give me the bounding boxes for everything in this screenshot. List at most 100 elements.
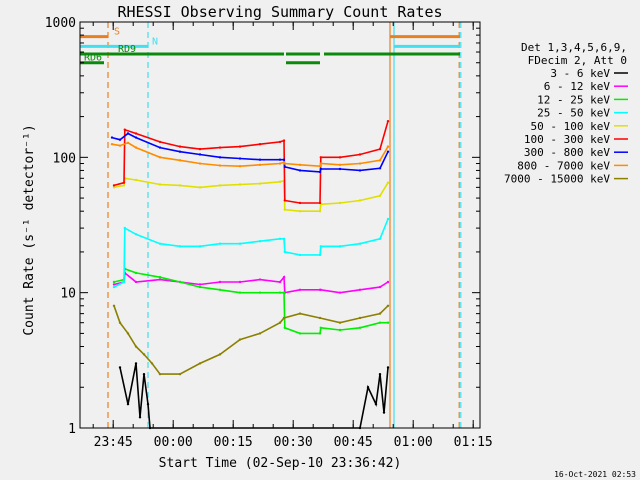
data-point <box>282 158 286 161</box>
series-line <box>111 141 389 168</box>
data-point <box>338 201 342 205</box>
legend-entry-label: 6 - 12 keV <box>544 80 611 93</box>
data-point <box>198 153 202 156</box>
data-point <box>318 201 322 205</box>
data-point <box>258 143 262 146</box>
data-point <box>218 288 222 291</box>
data-point <box>358 162 362 165</box>
legend-header: Det 1,3,4,5,6,9, <box>521 41 627 54</box>
data-point <box>298 209 302 213</box>
data-point <box>319 288 322 291</box>
data-point <box>123 128 127 131</box>
data-point <box>112 285 116 289</box>
plot-frame <box>79 21 481 429</box>
x-tick-label: 00:30 <box>274 435 313 450</box>
data-point <box>319 167 322 171</box>
data-point <box>158 140 162 144</box>
data-point <box>158 372 162 376</box>
data-point <box>198 283 202 286</box>
data-point <box>318 253 322 257</box>
legend-entry-label: 7000 - 15000 keV <box>504 173 610 186</box>
data-point <box>112 280 116 284</box>
data-point <box>134 136 138 139</box>
data-point <box>358 326 362 330</box>
data-point <box>258 158 262 161</box>
data-point <box>386 145 390 148</box>
data-point <box>378 285 382 289</box>
data-point <box>282 316 286 320</box>
chart-title: RHESSI Observing Summary Count Rates <box>117 3 442 21</box>
data-point <box>278 321 282 324</box>
data-point <box>126 132 130 135</box>
data-point <box>112 186 116 189</box>
series-line <box>113 218 389 288</box>
data-point <box>386 181 390 184</box>
data-point <box>358 316 362 320</box>
data-point <box>122 280 126 284</box>
x-tick-label: 00:45 <box>334 435 373 450</box>
data-point <box>278 280 282 284</box>
timestamp: 16-Oct-2021 02:53 <box>554 470 636 479</box>
data-point <box>126 141 130 145</box>
data-point <box>218 156 222 159</box>
data-point <box>283 326 286 330</box>
data-point <box>386 321 390 324</box>
data-point <box>126 332 130 335</box>
data-point <box>198 362 202 365</box>
data-point <box>198 245 202 248</box>
data-point <box>358 169 362 172</box>
series-line <box>113 271 389 294</box>
data-point <box>112 304 116 307</box>
data-point <box>142 372 146 376</box>
data-point <box>258 278 262 281</box>
data-point <box>338 245 342 248</box>
data-point <box>386 150 390 153</box>
data-point <box>319 326 322 330</box>
data-point <box>358 199 362 202</box>
data-point <box>198 285 202 289</box>
data-point <box>378 159 382 162</box>
data-point <box>110 136 114 139</box>
data-point <box>358 288 362 291</box>
data-point <box>338 291 342 294</box>
data-point <box>112 283 116 286</box>
data-point <box>178 150 182 153</box>
flag-label: N <box>152 36 158 47</box>
x-tick-label: 00:15 <box>214 435 253 450</box>
data-point <box>122 184 126 187</box>
data-point <box>386 217 390 221</box>
data-point <box>386 280 390 284</box>
data-point <box>278 180 282 183</box>
data-point <box>338 321 342 324</box>
data-point <box>218 353 222 356</box>
series-line <box>113 120 389 204</box>
data-point <box>238 291 242 294</box>
legend-entry-label: 12 - 25 keV <box>537 93 610 106</box>
data-point <box>378 312 382 315</box>
data-point <box>146 402 150 406</box>
legend: Det 1,3,4,5,6,9,FDecim 2, Att 03 - 6 keV… <box>504 41 628 186</box>
data-point <box>282 237 286 241</box>
data-point <box>278 291 282 294</box>
flag-label: RD6 <box>84 53 102 64</box>
data-point <box>258 291 262 294</box>
data-point <box>318 164 322 168</box>
data-point <box>238 145 242 148</box>
data-point <box>278 162 282 165</box>
data-point <box>258 240 262 243</box>
series-line <box>113 305 389 375</box>
data-point <box>318 209 322 213</box>
series-line <box>113 267 388 335</box>
data-point <box>298 312 302 315</box>
data-point <box>134 280 138 284</box>
data-point <box>238 157 242 160</box>
y-tick-label: 100 <box>53 151 76 166</box>
data-point <box>282 291 286 294</box>
data-point <box>198 162 202 165</box>
data-point <box>126 402 130 406</box>
series-line <box>111 132 389 173</box>
data-point <box>378 194 382 197</box>
x-tick-label: 23:45 <box>94 435 133 450</box>
data-point <box>278 237 282 241</box>
